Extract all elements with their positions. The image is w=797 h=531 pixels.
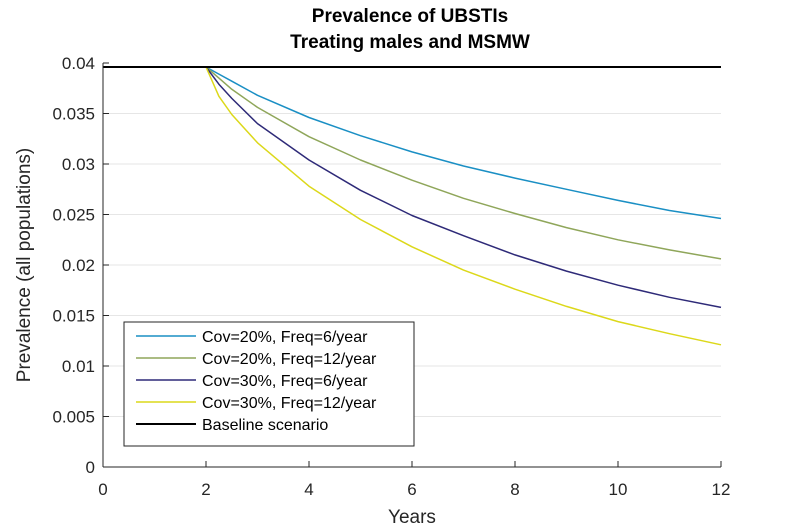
legend-box [123, 321, 415, 447]
y-tick-label: 0.02 [62, 256, 95, 275]
series-lines [103, 66, 722, 346]
y-tick-label: 0.04 [62, 54, 95, 73]
x-tick-label: 2 [201, 480, 210, 499]
legend-label-5: Baseline scenario [202, 417, 328, 434]
x-tick-label: 12 [712, 480, 731, 499]
series-line-4 [205, 66, 722, 346]
ticks: 0 2 4 6 8 10 12 0 0.005 0.01 0.015 0.02 0.025 0.03 0.0… [52, 54, 730, 499]
legend-label-2: Cov=20%, Freq=12/year [202, 351, 377, 368]
y-axis-label: Prevalence (all populations) [14, 148, 35, 382]
legend: Cov=20%, Freq=6/year Cov=20%, Freq=12/yea… [123, 321, 415, 447]
chart-title-line-2: Treating males and MSMW [290, 32, 530, 53]
x-tick-label: 6 [407, 480, 416, 499]
y-tick-label: 0.005 [52, 408, 95, 427]
y-tick-label: 0.035 [52, 105, 95, 124]
y-tick-label: 0.01 [62, 357, 95, 376]
legend-label-3: Cov=30%, Freq=6/year [202, 373, 368, 390]
legend-label-1: Cov=20%, Freq=6/year [202, 329, 368, 346]
x-tick-label: 10 [609, 480, 628, 499]
x-axis-label: Years [388, 507, 436, 528]
x-tick-label: 0 [98, 480, 107, 499]
x-tick-label: 4 [304, 480, 313, 499]
series-line-2 [205, 66, 722, 260]
legend-label-4: Cov=30%, Freq=12/year [202, 395, 377, 412]
chart-title-line-1: Prevalence of UBSTIs [312, 6, 508, 27]
y-tick-label: 0.03 [62, 155, 95, 174]
y-tick-label: 0.025 [52, 206, 95, 225]
y-tick-label: 0 [86, 458, 95, 477]
y-tick-label: 0.015 [52, 307, 95, 326]
series-line-3 [205, 66, 722, 309]
x-tick-label: 8 [510, 480, 519, 499]
series-line-1 [205, 66, 722, 220]
